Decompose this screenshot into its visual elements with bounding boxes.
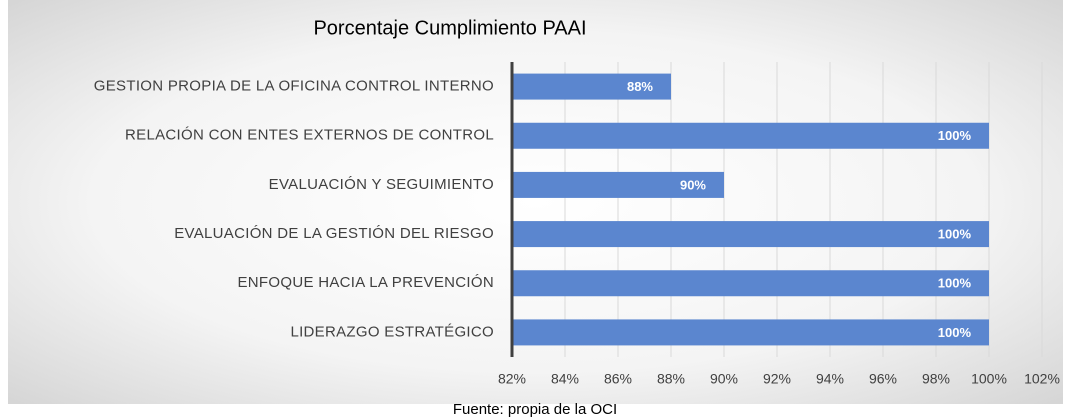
- bar: [512, 171, 724, 198]
- source-caption: Fuente: propia de la OCI: [453, 401, 617, 418]
- value-label: 100%: [938, 325, 972, 340]
- x-tick-label: 98%: [922, 371, 950, 387]
- bar: [512, 122, 989, 149]
- x-tick-label: 94%: [816, 371, 844, 387]
- y-tick-label: ENFOQUE HACIA LA PREVENCIÓN: [238, 274, 495, 291]
- value-label: 90%: [680, 177, 706, 192]
- y-tick-label: LIDERAZGO ESTRATÉGICO: [290, 323, 494, 340]
- y-tick-label: EVALUACIÓN DE LA GESTIÓN DEL RIESGO: [174, 225, 494, 242]
- x-tick-label: 92%: [763, 371, 791, 387]
- y-tick-label: EVALUACIÓN Y SEGUIMIENTO: [269, 176, 494, 193]
- x-tick-label: 96%: [869, 371, 897, 387]
- chart-title: Porcentaje Cumplimiento PAAI: [313, 17, 586, 39]
- value-label: 100%: [938, 276, 972, 291]
- y-tick-label: GESTION PROPIA DE LA OFICINA CONTROL INT…: [94, 78, 494, 95]
- x-tick-label: 88%: [657, 371, 685, 387]
- x-tick-label: 84%: [551, 371, 579, 387]
- x-tick-label: 82%: [498, 371, 526, 387]
- y-tick-label: RELACIÓN CON ENTES EXTERNOS DE CONTROL: [125, 127, 494, 144]
- x-tick-label: 90%: [710, 371, 738, 387]
- value-label: 88%: [627, 79, 653, 94]
- bar: [512, 221, 989, 248]
- x-tick-label: 102%: [1024, 371, 1060, 387]
- bar: [512, 270, 989, 297]
- bar: [512, 319, 989, 346]
- value-label: 100%: [938, 227, 972, 242]
- value-label: 100%: [938, 128, 972, 143]
- x-tick-label: 86%: [604, 371, 632, 387]
- bar: [512, 73, 671, 100]
- x-tick-label: 100%: [971, 371, 1007, 387]
